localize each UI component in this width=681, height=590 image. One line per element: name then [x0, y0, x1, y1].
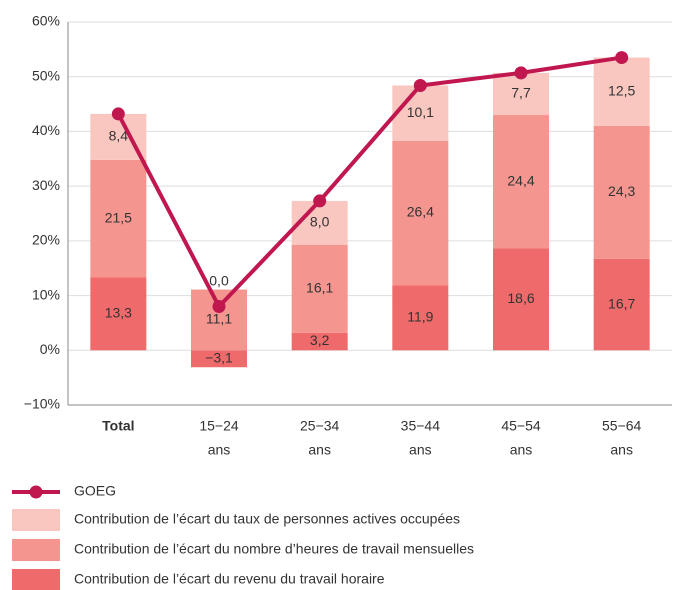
y-tick-label: 40%: [32, 122, 60, 138]
data-label: 7,7: [511, 85, 531, 101]
y-tick-label: 20%: [32, 232, 60, 248]
line-marker: [615, 51, 629, 65]
x-tick-label: 45−54: [501, 418, 541, 434]
legend-swatch: [12, 509, 60, 531]
y-tick-label: −10%: [24, 396, 60, 412]
data-label: 11,1: [206, 311, 232, 327]
data-label: 8,0: [310, 214, 330, 230]
bar-segment: [291, 244, 348, 333]
data-label: −3,1: [205, 349, 233, 365]
line-marker: [514, 66, 528, 80]
bar-segment: [392, 140, 449, 286]
legend-label: GOEG: [74, 483, 116, 499]
bar-segment: [493, 72, 549, 116]
legend-marker: [29, 485, 43, 499]
bar-segment: [191, 289, 247, 351]
y-tick-label: 60%: [32, 13, 60, 29]
data-label: 24,3: [608, 183, 635, 199]
y-tick-label: 30%: [32, 177, 60, 193]
data-label: 24,4: [507, 172, 534, 188]
y-tick-label: 10%: [32, 286, 60, 302]
bar-segment: [593, 258, 650, 351]
bar-segment: [493, 248, 549, 351]
x-tick-label: 55−64: [602, 418, 642, 434]
bar-segment: [392, 285, 449, 351]
bar-segment: [593, 57, 650, 126]
y-tick-label: 0%: [40, 341, 60, 357]
bar-segment: [392, 85, 449, 141]
x-tick-label: 35−44: [401, 418, 441, 434]
data-label: 18,6: [507, 290, 534, 306]
bar-segment: [593, 125, 650, 259]
x-tick-label: 25−34: [300, 418, 340, 434]
x-tick-label: ans: [610, 442, 633, 458]
x-tick-label: ans: [308, 442, 331, 458]
data-label: 13,3: [105, 305, 132, 321]
x-tick-label: Total: [102, 418, 134, 434]
line-marker: [413, 78, 427, 92]
data-label: 16,7: [608, 295, 635, 311]
legend-swatch: [12, 569, 60, 590]
bar-segment: [291, 332, 348, 351]
bar-segment: [493, 115, 549, 249]
data-label: 3,2: [310, 332, 330, 348]
y-tick-label: 50%: [32, 67, 60, 83]
x-tick-label: ans: [208, 442, 231, 458]
legend-label: Contribution de l’écart du taux de perso…: [74, 511, 460, 527]
line-marker: [212, 300, 226, 314]
bar-segment: [90, 277, 147, 351]
line-marker: [111, 107, 125, 121]
bar-segment: [90, 159, 147, 278]
data-label: 12,5: [608, 82, 635, 98]
legend-label: Contribution de l’écart du nombre d’heur…: [74, 541, 474, 557]
bar-segment: [191, 350, 247, 368]
data-label: 26,4: [407, 204, 434, 220]
line: [116, 55, 622, 309]
x-tick-label: ans: [409, 442, 432, 458]
data-label: 11,9: [407, 308, 433, 324]
x-tick-label: 15−24: [199, 418, 239, 434]
legend-swatch: [12, 539, 60, 561]
x-tick-label: ans: [510, 442, 533, 458]
data-label: 10,1: [407, 104, 434, 120]
data-label: 21,5: [105, 209, 132, 225]
legend-label: Contribution de l’écart du revenu du tra…: [74, 571, 385, 587]
data-label: 16,1: [306, 279, 333, 295]
data-label: 8,4: [109, 128, 129, 144]
data-label: 0,0: [209, 272, 229, 288]
line-marker: [313, 194, 327, 208]
